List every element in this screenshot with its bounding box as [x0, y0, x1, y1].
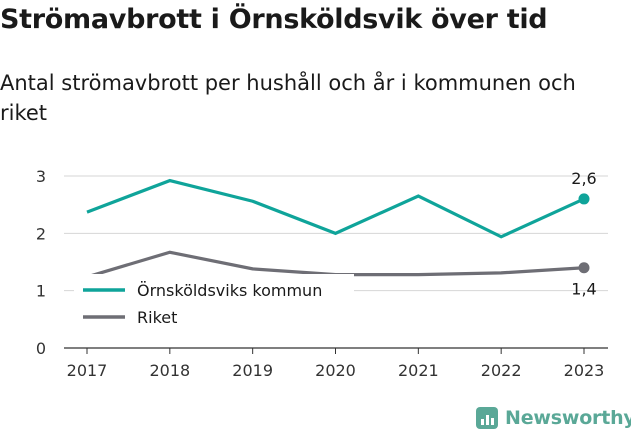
y-tick-label: 3 — [36, 167, 46, 186]
chart-title: Strömavbrott i Örnsköldsvik över tid — [0, 4, 548, 35]
chart-subtitle: Antal strömavbrott per hushåll och år i … — [0, 71, 576, 125]
x-tick-label: 2022 — [481, 361, 522, 380]
x-tick-label: 2018 — [149, 361, 190, 380]
y-tick-label: 2 — [36, 224, 46, 243]
newsworthy-icon — [476, 407, 498, 429]
y-tick-label: 0 — [36, 339, 46, 358]
data-label-riket-2023: 1,4 — [571, 280, 596, 299]
y-tick-label: 1 — [36, 282, 46, 301]
series-line-riket — [86, 250, 585, 279]
brand-name: Newsworthy — [505, 407, 631, 429]
legend-background — [74, 274, 354, 334]
x-tick-label: 2021 — [398, 361, 439, 380]
x-tick-label: 2023 — [564, 361, 605, 380]
brand-logo: Newsworthy — [476, 407, 631, 429]
series-line-kommun — [86, 178, 585, 239]
x-tick-label: 2020 — [315, 361, 356, 380]
legend-label: Örnsköldsviks kommun — [137, 281, 322, 300]
x-tick-label: 2017 — [67, 361, 108, 380]
series-end-point — [578, 193, 590, 205]
data-label-kommun-2023: 2,6 — [571, 169, 596, 188]
legend-label: Riket — [137, 308, 177, 327]
series-end-point — [578, 262, 590, 274]
x-tick-label: 2019 — [232, 361, 273, 380]
